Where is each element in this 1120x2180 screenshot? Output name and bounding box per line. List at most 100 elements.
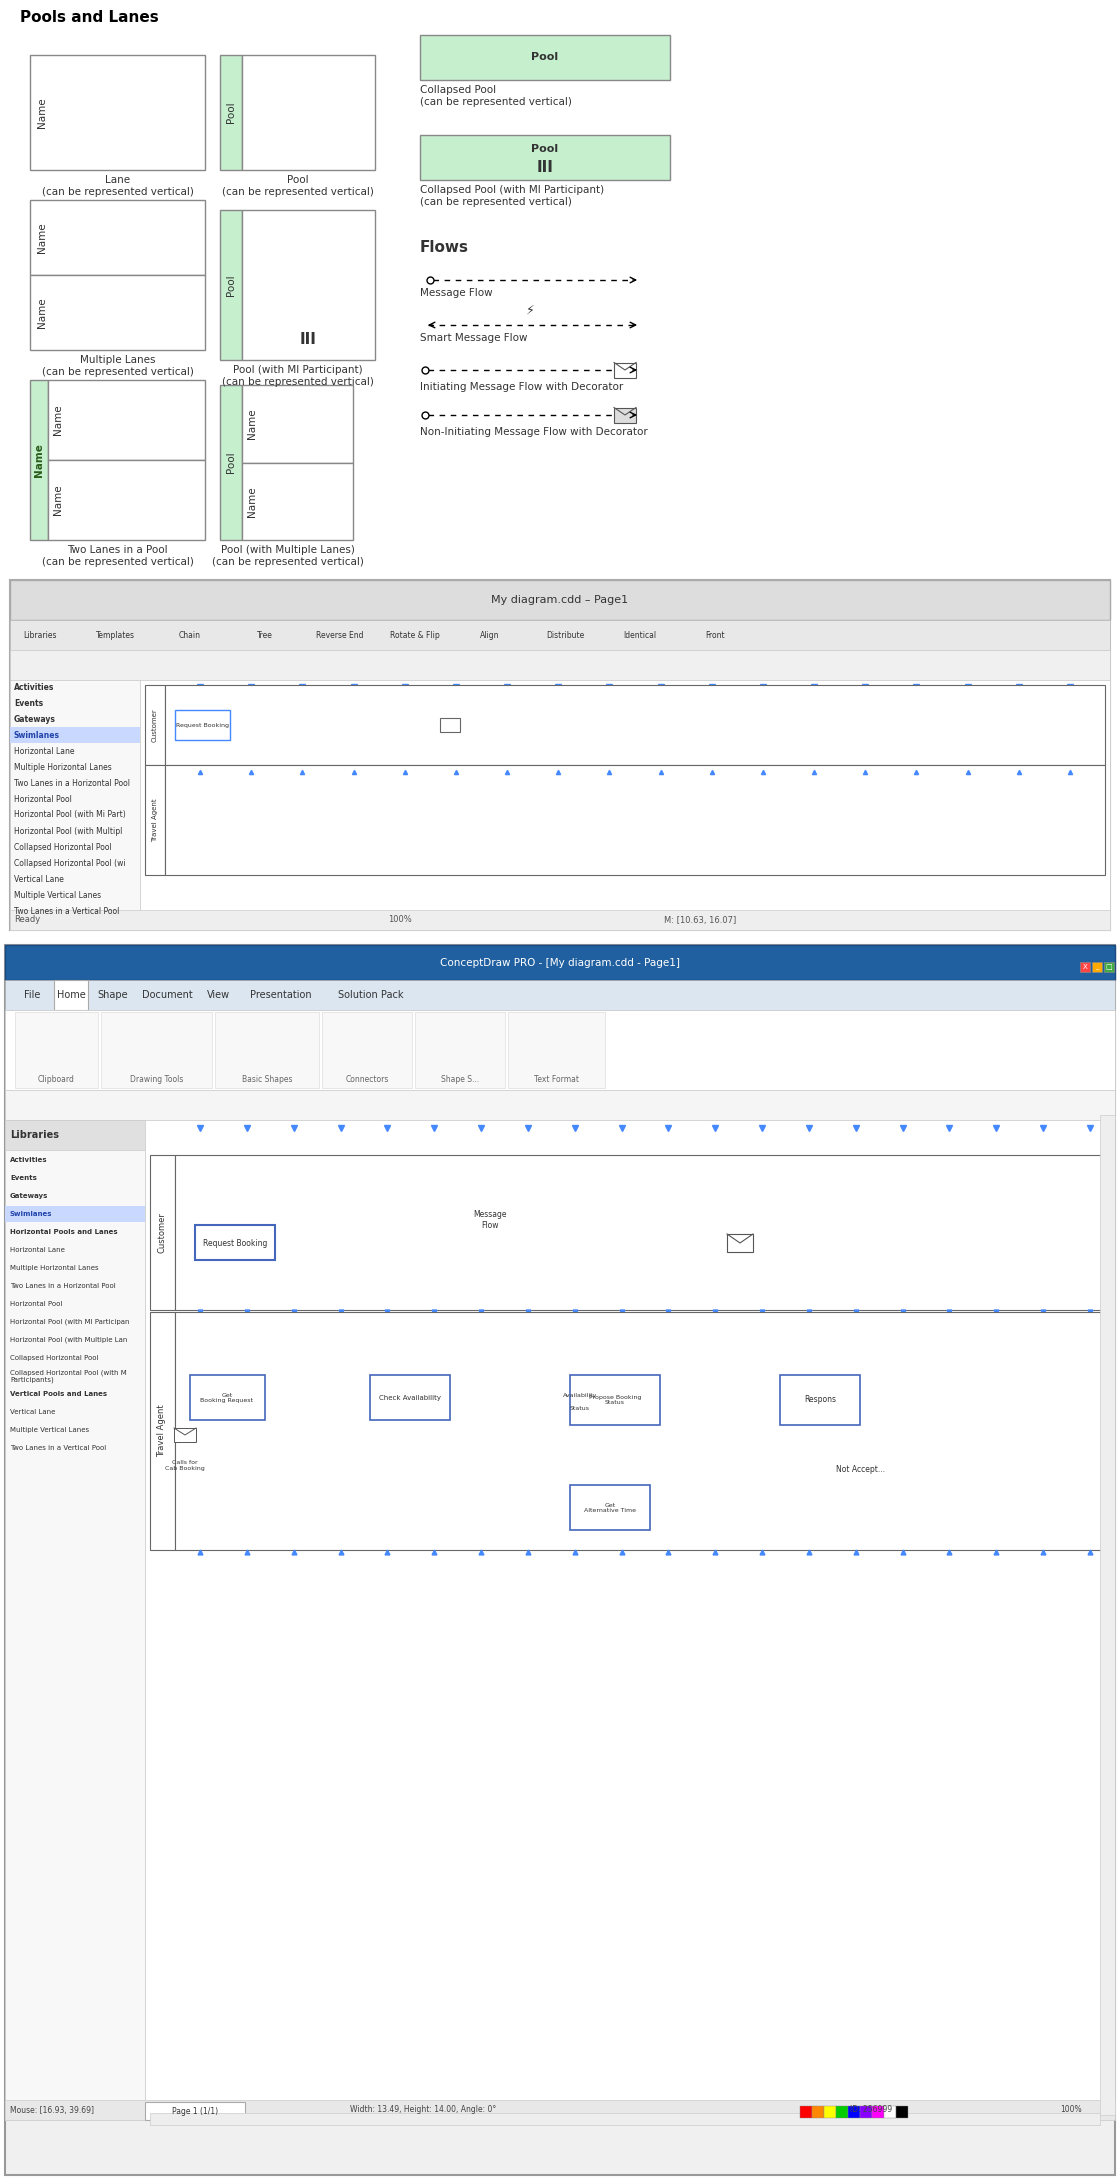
Text: X: X (1083, 964, 1088, 970)
Text: Horizontal Pool: Horizontal Pool (10, 1301, 63, 1308)
Text: Gateways: Gateways (10, 1192, 48, 1199)
Text: Document: Document (141, 990, 193, 1001)
Text: Home: Home (57, 990, 85, 1001)
Bar (1100, 1114, 1116, 2115)
Text: Rotate & Flip: Rotate & Flip (390, 630, 440, 639)
Text: Get
Alternative Time: Get Alternative Time (584, 1502, 636, 1513)
Bar (220, 209, 242, 360)
Text: 100%: 100% (1060, 2106, 1082, 2115)
Circle shape (24, 593, 37, 606)
Circle shape (167, 1417, 203, 1454)
Bar (4, 1090, 1116, 1121)
Bar (824, 2106, 836, 2119)
Text: Message
Flow: Message Flow (474, 1210, 506, 1230)
Text: Lane
(can be represented vertical): Lane (can be represented vertical) (41, 174, 194, 196)
Text: Libraries: Libraries (24, 630, 57, 639)
Text: Two Lanes in a Horizontal Pool: Two Lanes in a Horizontal Pool (10, 1284, 115, 1288)
Text: Width: 13.49, Height: 14.00, Angle: 0°: Width: 13.49, Height: 14.00, Angle: 0° (349, 2106, 496, 2115)
Text: Non-Initiating Message Flow with Decorator: Non-Initiating Message Flow with Decorat… (420, 427, 647, 436)
Bar (10, 650, 1110, 680)
Bar (15, 1012, 99, 1088)
Text: Vertical Pools and Lanes: Vertical Pools and Lanes (10, 1391, 108, 1397)
Text: Two Lanes in a Horizontal Pool: Two Lanes in a Horizontal Pool (13, 778, 130, 787)
Bar (508, 1012, 605, 1088)
Text: Events: Events (10, 1175, 37, 1182)
Bar (242, 54, 375, 170)
Bar (4, 1121, 144, 1151)
Text: Propose Booking
Status: Propose Booking Status (589, 1395, 641, 1406)
Text: Swimlanes: Swimlanes (13, 730, 60, 739)
Bar (144, 1121, 1110, 2119)
Text: Mouse: [16.93, 39.69]: Mouse: [16.93, 39.69] (10, 2106, 94, 2115)
Text: Page 1 (1/1): Page 1 (1/1) (172, 2106, 218, 2115)
Bar (570, 1376, 660, 1426)
Text: Multiple Horizontal Lanes: Multiple Horizontal Lanes (10, 1264, 99, 1271)
Text: ConceptDraw PRO - [My diagram.cdd - Page1]: ConceptDraw PRO - [My diagram.cdd - Page… (440, 957, 680, 968)
Bar (242, 462, 353, 541)
Bar (812, 2106, 824, 2119)
Text: Horizontal Pool: Horizontal Pool (13, 794, 72, 804)
Bar (4, 1009, 1116, 1090)
Text: Collapsed Pool
(can be represented vertical): Collapsed Pool (can be represented verti… (420, 85, 572, 107)
Text: Message Flow: Message Flow (420, 288, 493, 299)
Text: Name: Name (34, 443, 44, 477)
Text: _: _ (1095, 964, 1099, 970)
Text: Text Format: Text Format (534, 1075, 579, 1083)
Polygon shape (540, 1376, 620, 1426)
Text: Shape: Shape (97, 990, 129, 1001)
Text: Align: Align (480, 630, 500, 639)
Bar (4, 981, 1116, 1009)
Text: Tree: Tree (258, 630, 273, 639)
Bar (727, 1234, 753, 1251)
Circle shape (63, 593, 77, 606)
Text: Name: Name (248, 486, 256, 517)
Text: Pool (with MI Participant)
(can be represented vertical): Pool (with MI Participant) (can be repre… (222, 364, 373, 386)
Circle shape (718, 1221, 762, 1264)
Bar (48, 379, 205, 460)
Bar (872, 2106, 884, 2119)
Circle shape (435, 711, 465, 739)
Text: Pool: Pool (226, 275, 236, 296)
Text: Drawing Tools: Drawing Tools (130, 1075, 184, 1083)
Text: Activities: Activities (10, 1158, 48, 1162)
Text: Customer: Customer (152, 708, 158, 741)
Text: Get
Booking Request: Get Booking Request (200, 1393, 253, 1404)
Text: Name: Name (37, 296, 47, 327)
Bar (614, 362, 636, 377)
Bar (195, 1225, 276, 1260)
Text: ⚡: ⚡ (525, 303, 534, 316)
Bar (10, 680, 140, 931)
Text: Libraries: Libraries (10, 1129, 59, 1140)
Text: M: [10.63, 16.07]: M: [10.63, 16.07] (664, 916, 736, 924)
Text: Pool: Pool (531, 144, 559, 155)
Bar (440, 717, 460, 732)
Text: Distribute: Distribute (545, 630, 585, 639)
Text: Respons: Respons (804, 1395, 836, 1404)
Text: Collapsed Horizontal Pool: Collapsed Horizontal Pool (10, 1356, 99, 1360)
Bar (323, 1012, 412, 1088)
Bar (54, 981, 88, 1009)
Bar (860, 2106, 872, 2119)
Bar (10, 580, 1110, 619)
Text: Initiating Message Flow with Decorator: Initiating Message Flow with Decorator (420, 382, 623, 392)
Bar (48, 460, 205, 541)
Text: Horizontal Lane: Horizontal Lane (10, 1247, 65, 1253)
Text: Pool: Pool (226, 451, 236, 473)
Text: Multiple Vertical Lanes: Multiple Vertical Lanes (13, 889, 101, 900)
Text: Gateways: Gateways (13, 715, 56, 724)
Text: ID: 256999: ID: 256999 (850, 2106, 893, 2115)
Text: Collapsed Horizontal Pool (wi: Collapsed Horizontal Pool (wi (13, 859, 125, 868)
Text: Swimlanes: Swimlanes (10, 1212, 53, 1216)
Bar (150, 1312, 175, 1550)
Text: Horizontal Pool (with MI Participan: Horizontal Pool (with MI Participan (10, 1319, 130, 1325)
Text: Travel Agent: Travel Agent (152, 798, 158, 841)
Bar (220, 386, 242, 541)
Text: Travel Agent: Travel Agent (158, 1404, 167, 1456)
Text: Horizontal Pool (with Multiple Lan: Horizontal Pool (with Multiple Lan (10, 1336, 128, 1343)
Text: Request Booking: Request Booking (203, 1238, 268, 1247)
Bar (175, 711, 230, 739)
Text: Connectors: Connectors (345, 1075, 389, 1083)
Text: Smart Message Flow: Smart Message Flow (420, 334, 528, 342)
Bar (174, 1428, 196, 1441)
Text: Ready: Ready (13, 916, 40, 924)
